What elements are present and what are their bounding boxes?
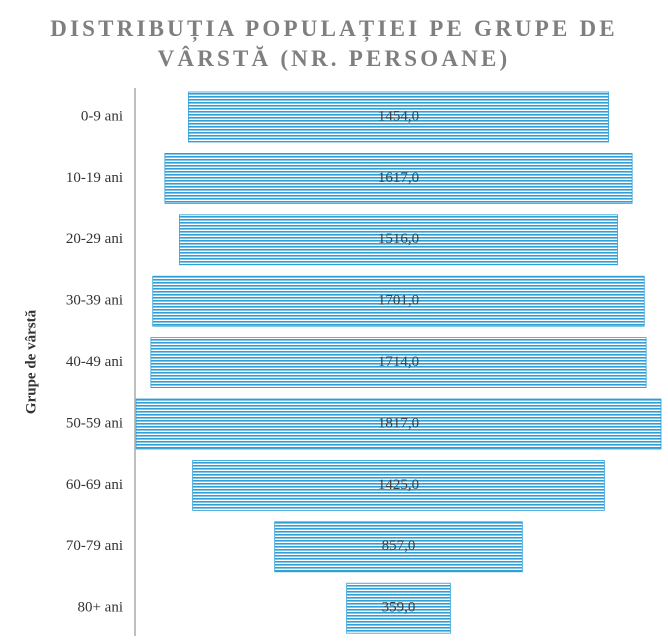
data-label: 1516,0 (378, 231, 419, 247)
y-tick-label: 10-19 ani (66, 170, 123, 186)
bar (152, 275, 645, 327)
data-label: 1425,0 (378, 477, 419, 493)
y-tick-label: 20-29 ani (66, 231, 123, 247)
y-tick-label: 30-39 ani (66, 293, 123, 309)
y-tick-label: 70-79 ani (66, 538, 123, 554)
data-label: 1817,0 (378, 415, 419, 431)
bar (150, 337, 647, 389)
bar (188, 91, 609, 143)
bar (346, 582, 451, 634)
data-label: 359,0 (382, 600, 416, 616)
bar (164, 152, 633, 204)
y-tick-label: 50-59 ani (66, 415, 123, 431)
data-label: 857,0 (382, 538, 416, 554)
bar (179, 214, 618, 266)
data-label: 1454,0 (378, 108, 419, 124)
bar (192, 459, 605, 511)
y-axis-label: Grupe de vârstă (23, 309, 39, 414)
data-label: 1701,0 (378, 293, 419, 309)
chart-title: DISTRIBUȚIA POPULAȚIEI PE GRUPE DE VÂRST… (50, 16, 618, 71)
bar (135, 398, 662, 450)
y-tick-label: 40-49 ani (66, 354, 123, 370)
data-label: 1617,0 (378, 170, 419, 186)
y-tick-label: 80+ ani (77, 600, 123, 616)
y-tick-label: 0-9 ani (81, 108, 123, 124)
y-tick-label: 60-69 ani (66, 477, 123, 493)
data-label: 1714,0 (378, 354, 419, 370)
bar (274, 521, 523, 573)
